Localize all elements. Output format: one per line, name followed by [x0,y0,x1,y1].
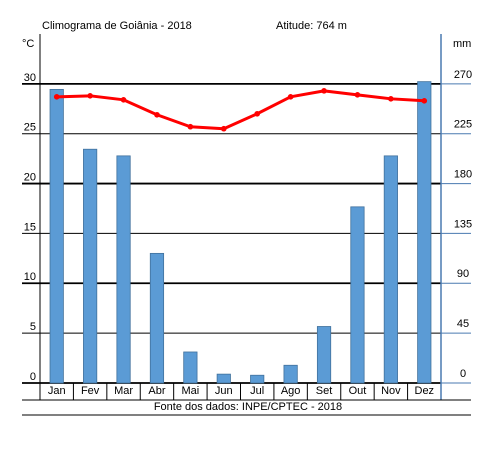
x-tick-label: Abr [148,385,165,397]
x-tick-label: Jun [215,385,233,397]
x-tick-label: Mai [182,385,200,397]
line-marker [421,98,428,104]
x-tick-label: Dez [415,385,435,397]
bar [116,155,131,384]
line-marker [354,92,361,98]
y2-tick-label: 45 [457,318,469,330]
bar [149,252,165,384]
y-tick-label: 20 [24,171,36,183]
bar [49,88,64,384]
bar [316,326,332,384]
x-tick-label: Jan [48,385,66,397]
y-tick-label: 0 [30,371,36,383]
chart-subtitle: Atitude: 764 m [276,20,347,32]
y2-tick-label: 90 [457,268,469,280]
x-tick-label: Mar [114,385,133,397]
line-marker [287,94,294,100]
bar [283,364,298,384]
chart-title: Climograma de Goiânia - 2018 [42,20,192,32]
x-tick-label: Out [349,385,367,397]
x-tick-label: Jul [250,385,264,397]
line-marker [388,96,394,102]
bar [216,373,231,384]
x-tick-label: Fev [81,385,100,397]
x-tick-label: Nov [381,385,401,397]
line-marker [321,88,327,94]
y2-tick-label: 0 [460,368,466,380]
y2-tick-label: 135 [454,218,472,230]
y-tick-label: 15 [24,221,36,233]
bar [417,81,432,384]
bar [83,148,98,384]
line-marker [220,125,227,132]
source: Fonte dos dados: INPE/CPTEC - 2018 [154,401,342,413]
bar [383,155,398,384]
y-tick-label: 30 [24,72,36,84]
y2-axis-label: mm [453,38,471,50]
temperature-line [56,89,425,131]
x-tick-label: Set [316,385,333,397]
y2-tick-label: 180 [454,168,472,180]
y-tick-label: 10 [24,271,36,283]
line-marker [87,93,93,99]
line-marker [187,123,194,130]
line-marker [254,110,261,117]
bar [183,351,198,384]
y2-tick-label: 225 [454,119,472,131]
bar [250,374,265,384]
y-tick-label: 25 [24,122,36,134]
y2-tick-label: 270 [454,69,472,81]
bar [350,206,365,384]
line-marker [120,97,127,103]
x-tick-label: Ago [281,385,301,397]
line-marker [53,94,60,100]
y-tick-label: 5 [30,321,36,333]
y-axis-label: °C [22,38,34,50]
line-marker [154,111,160,118]
